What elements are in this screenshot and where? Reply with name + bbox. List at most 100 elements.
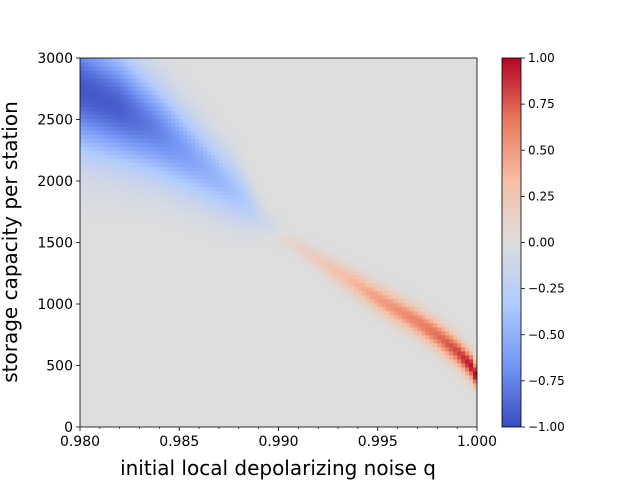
heatmap-cell xyxy=(318,266,323,272)
heatmap-cell xyxy=(159,74,164,79)
heatmap-cell xyxy=(453,326,458,332)
heatmap-cell xyxy=(83,110,89,115)
heatmap-cell xyxy=(127,86,133,91)
heatmap-cell xyxy=(199,162,204,167)
heatmap-cell xyxy=(389,282,395,288)
heatmap-cell xyxy=(135,70,141,75)
heatmap-cell xyxy=(417,338,423,344)
heatmap-cell xyxy=(266,222,272,228)
heatmap-cell xyxy=(401,306,407,312)
heatmap-cell xyxy=(226,166,232,171)
heatmap-cell xyxy=(322,250,327,256)
heatmap-cell xyxy=(218,150,224,155)
heatmap-cell xyxy=(139,186,145,191)
heatmap-cell xyxy=(171,222,176,228)
heatmap-cell xyxy=(143,150,149,155)
heatmap-cell xyxy=(87,70,93,75)
heatmap-cell xyxy=(207,166,212,171)
heatmap-cell xyxy=(99,142,105,147)
heatmap-cell xyxy=(115,202,121,207)
heatmap-cell xyxy=(445,322,450,328)
heatmap-cell xyxy=(127,106,133,111)
heatmap-cell xyxy=(353,266,359,272)
heatmap-cell xyxy=(107,118,113,123)
heatmap-cell xyxy=(80,98,85,103)
heatmap-cell xyxy=(163,150,168,155)
heatmap-cell xyxy=(80,178,85,183)
heatmap-cell xyxy=(183,114,188,119)
heatmap-cell xyxy=(214,178,220,183)
heatmap-cell xyxy=(163,138,168,143)
heatmap-cell xyxy=(139,58,145,63)
heatmap-cell xyxy=(334,278,339,284)
heatmap-cell xyxy=(103,214,109,220)
heatmap-cell xyxy=(167,150,172,155)
heatmap-cell xyxy=(103,190,109,195)
heatmap-cell xyxy=(103,98,109,103)
heatmap-cell xyxy=(413,314,419,320)
heatmap-cell xyxy=(115,142,121,147)
heatmap-cell xyxy=(314,258,319,264)
heatmap-cell xyxy=(203,182,208,187)
heatmap-cell xyxy=(473,350,477,356)
heatmap-cell xyxy=(111,146,117,151)
heatmap-cell xyxy=(83,102,89,107)
heatmap-cell xyxy=(95,90,101,95)
heatmap-cell xyxy=(199,98,204,103)
heatmap-cell xyxy=(115,150,121,155)
heatmap-cell xyxy=(294,254,299,260)
heatmap-cell xyxy=(87,150,93,155)
heatmap-cell xyxy=(107,210,113,216)
heatmap-cell xyxy=(135,74,141,79)
heatmap-cell xyxy=(175,110,180,115)
heatmap-cell xyxy=(218,130,224,135)
heatmap-cell xyxy=(183,190,188,195)
heatmap-cell xyxy=(230,146,236,151)
heatmap-cell xyxy=(334,254,339,260)
heatmap-cell xyxy=(385,302,391,308)
heatmap-cell xyxy=(155,66,160,71)
heatmap-cell xyxy=(203,186,208,191)
heatmap-cell xyxy=(179,218,184,224)
heatmap-cell xyxy=(99,74,105,79)
heatmap-cell xyxy=(274,222,280,228)
heatmap-cell xyxy=(135,206,141,212)
heatmap-cell xyxy=(401,302,407,308)
heatmap-cell xyxy=(167,198,172,203)
heatmap-cell xyxy=(226,162,232,167)
heatmap-cell xyxy=(111,194,117,199)
heatmap-cell xyxy=(91,86,97,91)
heatmap-cell xyxy=(338,278,343,284)
heatmap-cell xyxy=(441,310,446,316)
heatmap-cell xyxy=(143,138,149,143)
heatmap-cell xyxy=(159,182,164,187)
heatmap-cell xyxy=(99,186,105,191)
heatmap-cell xyxy=(377,314,383,320)
heatmap-cell xyxy=(179,118,184,123)
heatmap-cell xyxy=(135,62,141,67)
heatmap-cell xyxy=(203,130,208,135)
heatmap-cell xyxy=(111,166,117,171)
heatmap-cell xyxy=(425,314,430,320)
heatmap-cell xyxy=(199,126,204,131)
heatmap-cell xyxy=(421,298,426,304)
heatmap-cell xyxy=(87,198,93,203)
heatmap-cell xyxy=(135,106,141,111)
heatmap-cell xyxy=(139,166,145,171)
heatmap-cell xyxy=(207,126,212,131)
heatmap-cell xyxy=(131,202,137,207)
heatmap-cell xyxy=(131,114,137,119)
heatmap-cell xyxy=(469,358,474,364)
heatmap-cell xyxy=(115,166,121,171)
heatmap-cell xyxy=(326,274,331,280)
heatmap-cell xyxy=(115,190,121,195)
heatmap-cell xyxy=(139,78,145,83)
heatmap-cell xyxy=(469,386,474,392)
heatmap-cell xyxy=(310,258,315,264)
heatmap-cell xyxy=(151,218,157,224)
heatmap-cell xyxy=(163,194,168,199)
heatmap-cell xyxy=(115,70,121,75)
heatmap-cell xyxy=(107,190,113,195)
heatmap-cell xyxy=(191,102,196,107)
heatmap-cell xyxy=(167,146,172,151)
